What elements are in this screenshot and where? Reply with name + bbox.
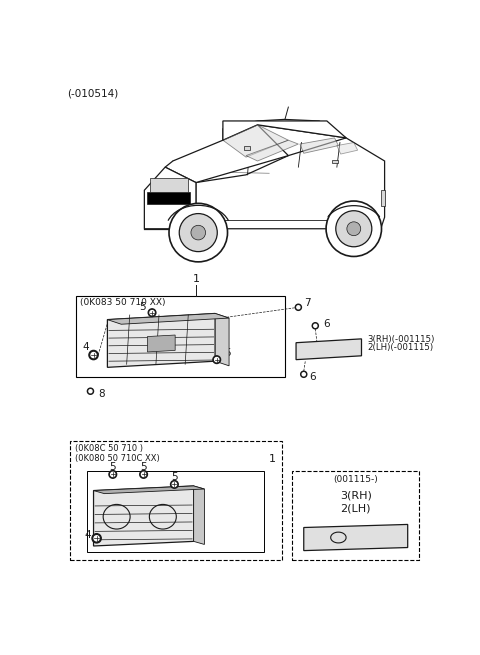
Circle shape [142,472,146,476]
Text: (0K08C 50 710 ): (0K08C 50 710 ) [75,443,143,453]
Text: 2(LH): 2(LH) [340,504,371,514]
Bar [381,190,385,206]
Circle shape [89,350,98,360]
Circle shape [347,222,361,236]
Polygon shape [215,314,229,365]
Text: (-010514): (-010514) [67,88,119,99]
Text: 3(RH): 3(RH) [340,491,372,500]
Bar [71,441,282,560]
Circle shape [172,482,177,487]
Polygon shape [300,138,338,153]
Polygon shape [246,140,299,161]
Bar [76,296,285,377]
Circle shape [314,324,317,328]
Text: (0K083 50 710 XX): (0K083 50 710 XX) [80,298,165,307]
Polygon shape [223,119,346,140]
Text: 1: 1 [192,274,200,284]
Text: 5: 5 [224,348,231,358]
Text: (0K080 50 710C XX): (0K080 50 710C XX) [75,455,160,463]
Polygon shape [296,339,361,360]
Polygon shape [223,121,346,140]
Text: 5: 5 [140,462,147,472]
Text: 5: 5 [171,472,178,481]
Polygon shape [94,486,204,494]
Circle shape [111,472,115,476]
Circle shape [191,225,205,240]
Circle shape [169,203,228,262]
Text: 5: 5 [109,462,116,472]
Text: 1: 1 [268,454,276,464]
Circle shape [213,356,221,364]
Polygon shape [223,125,288,157]
Text: 6: 6 [323,319,329,329]
Circle shape [92,534,101,543]
Bar [292,472,419,560]
Bar [150,178,188,192]
Bar [147,192,190,204]
Circle shape [109,470,117,478]
Polygon shape [108,314,229,324]
Circle shape [336,211,372,247]
Polygon shape [304,525,408,551]
Text: 4: 4 [84,530,91,540]
Text: 5: 5 [140,301,146,312]
Circle shape [295,304,301,310]
Circle shape [297,306,300,309]
Circle shape [87,388,94,394]
Circle shape [312,323,318,329]
Circle shape [150,310,154,315]
Text: 3(RH)(-001115): 3(RH)(-001115) [368,335,435,344]
Polygon shape [144,167,196,229]
Polygon shape [165,125,288,183]
Circle shape [179,214,217,252]
Circle shape [94,536,99,541]
Circle shape [91,352,96,358]
Circle shape [300,371,307,377]
Circle shape [326,201,382,257]
Polygon shape [147,335,175,352]
Text: 7: 7 [304,297,311,308]
Circle shape [302,373,305,376]
Text: 6: 6 [310,371,316,382]
Polygon shape [193,486,204,544]
Text: (001115-): (001115-) [333,475,378,484]
Bar [332,160,338,163]
Text: 4: 4 [83,343,89,352]
Bar [87,470,264,552]
Circle shape [89,390,92,393]
Text: 8: 8 [98,388,105,398]
Polygon shape [337,143,358,154]
Circle shape [148,309,156,316]
Text: 2(LH)(-001115): 2(LH)(-001115) [368,343,434,352]
Circle shape [170,481,178,488]
Polygon shape [196,138,384,229]
Polygon shape [94,486,193,546]
Circle shape [140,470,147,478]
Circle shape [215,358,219,362]
Bar [244,146,250,150]
Polygon shape [108,314,215,367]
